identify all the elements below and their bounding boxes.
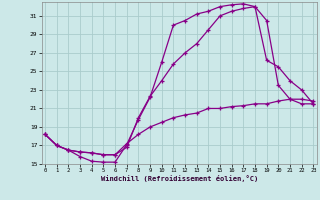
X-axis label: Windchill (Refroidissement éolien,°C): Windchill (Refroidissement éolien,°C) (100, 175, 258, 182)
